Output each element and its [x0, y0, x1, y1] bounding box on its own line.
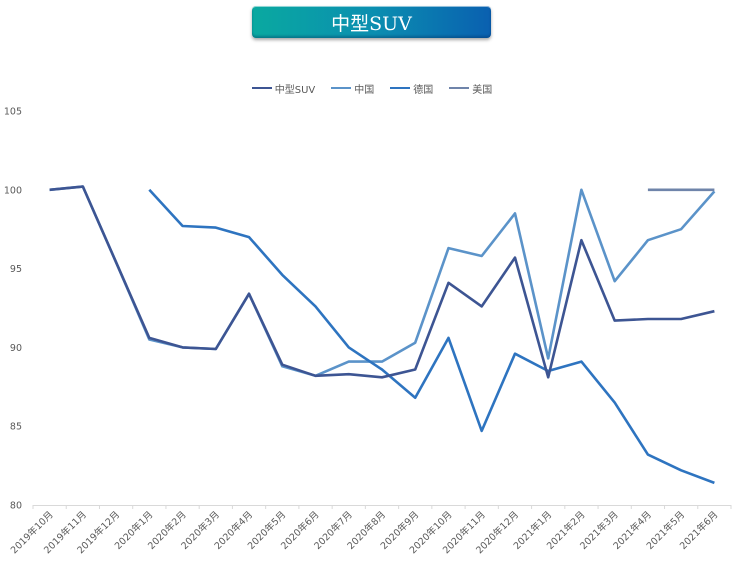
series-line-中国: [49, 185, 716, 378]
legend-item: 中国: [331, 80, 374, 96]
legend-line-swatch-icon: [251, 86, 272, 90]
y-tick-label: 105: [4, 107, 22, 118]
legend-item: 中型SUV: [251, 80, 316, 96]
y-tick-label: 80: [10, 501, 22, 512]
legend-line-swatch-icon: [449, 86, 470, 90]
y-tick-label: 90: [10, 343, 22, 354]
legend-item: 美国: [449, 80, 492, 96]
y-axis: 80 85 90 95 100 105: [4, 107, 22, 512]
series-line-德国: [148, 188, 715, 485]
y-tick-label: 85: [10, 422, 22, 433]
legend-label: 中型SUV: [274, 84, 316, 96]
legend-label: 美国: [472, 84, 493, 96]
legend-item: 德国: [390, 80, 433, 96]
y-tick-label: 95: [10, 264, 22, 275]
chart-title: 中型SUV: [331, 12, 412, 35]
legend-line-swatch-icon: [331, 86, 352, 90]
chart-series: [49, 185, 716, 485]
legend-label: 中国: [354, 84, 375, 96]
legend-label: 德国: [413, 84, 434, 96]
series-line-中型SUV: [49, 185, 715, 379]
chart-legend: 中型SUV 中国 德国 美国: [0, 80, 744, 96]
chart-title-banner: 中型SUV: [252, 6, 491, 38]
y-tick-label: 100: [4, 185, 22, 196]
legend-line-swatch-icon: [390, 86, 411, 90]
x-axis: 2019年10月2019年11月2019年12月2020年1月2020年2月20…: [8, 505, 732, 556]
